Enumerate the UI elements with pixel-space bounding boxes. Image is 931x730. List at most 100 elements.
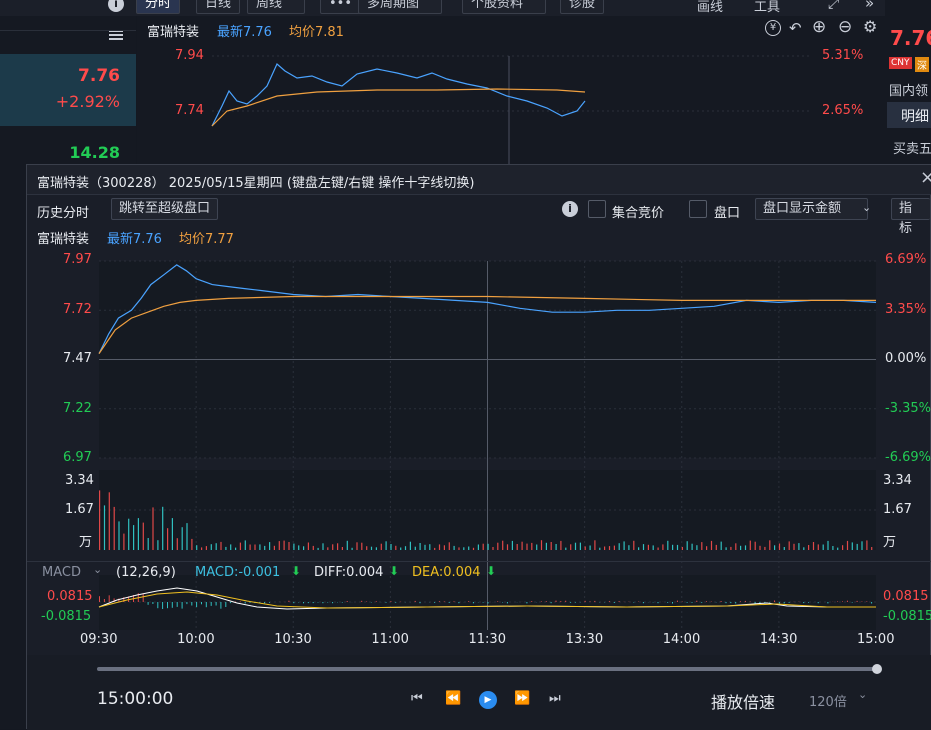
close-icon[interactable]: × <box>920 167 931 188</box>
tab-weekly[interactable]: 周线 <box>247 0 305 14</box>
volume-bar <box>692 544 693 550</box>
more-button[interactable]: ••• <box>320 0 361 14</box>
macd-bar <box>502 602 503 603</box>
fullscreen-icon[interactable]: ⤢ <box>828 0 839 12</box>
macd-bar <box>808 602 809 603</box>
volume-bar <box>274 546 275 550</box>
volume-bar <box>803 547 804 550</box>
skip-to-start-icon[interactable]: ⏮ <box>411 691 423 706</box>
pankou-amount-select[interactable]: 盘口显示金额 <box>755 198 868 220</box>
volume-bar <box>798 543 799 550</box>
volume-bar <box>764 547 765 550</box>
macd-bar <box>172 602 173 608</box>
play-icon[interactable]: ▶ <box>479 691 497 709</box>
volume-bar <box>827 541 828 550</box>
exchange-tag: 深 <box>915 57 929 72</box>
auction-checkbox[interactable] <box>588 200 606 218</box>
tools-button[interactable]: 工具 <box>754 0 780 15</box>
macd-bar <box>318 602 319 603</box>
draw-line-button[interactable]: 画线 <box>697 0 723 15</box>
tab-daily[interactable]: 日线 <box>196 0 240 14</box>
playback-bar: 15:00:00 ⏮ ⏪ ▶ ⏩ ⏭ 播放倍速 120倍 ⌄ <box>27 655 931 730</box>
volume-bar <box>740 546 741 550</box>
volume-bar <box>211 544 212 550</box>
left-change-pct: +2.92% <box>56 92 120 111</box>
volume-bar <box>109 492 110 550</box>
tab-bid-ask[interactable]: 买卖五 <box>893 138 931 157</box>
volume-bar <box>594 540 595 550</box>
macd-bar <box>488 602 489 604</box>
diagnose-button[interactable]: 诊股 <box>560 0 604 14</box>
volume-bar <box>250 545 251 551</box>
pankou-checkbox[interactable] <box>689 200 707 218</box>
macd-bar <box>590 601 591 602</box>
step-forward-icon[interactable]: ⏩ <box>514 691 530 706</box>
info-icon[interactable]: i <box>108 0 124 12</box>
volume-bar <box>837 548 838 550</box>
macd-bar <box>250 602 251 603</box>
volume-bar <box>560 541 561 550</box>
playback-handle[interactable] <box>872 664 882 674</box>
volume-bar <box>643 544 644 550</box>
timeshare-chart[interactable] <box>27 245 931 650</box>
expand-right-icon[interactable]: » <box>865 0 874 12</box>
jump-super-pankou-button[interactable]: 跳转至超级盘口 <box>111 198 218 220</box>
macd-bar <box>818 602 819 603</box>
volume-bar <box>400 548 401 551</box>
time-tick: 15:00 <box>857 632 894 647</box>
info-icon[interactable]: i <box>562 201 578 217</box>
indicator-button[interactable]: 指标 <box>891 198 930 220</box>
volume-bar <box>590 546 591 551</box>
macd-upper: 0.0815 <box>883 589 929 604</box>
volume-bar <box>172 518 173 550</box>
tab-detail[interactable]: 明细 <box>887 102 931 128</box>
volume-bar <box>701 542 702 550</box>
domestic-label: 国内领 <box>889 80 928 99</box>
auction-label: 集合竞价 <box>612 202 664 221</box>
volume-bar <box>308 543 309 551</box>
tab-fenshi[interactable]: 分时 <box>136 0 180 14</box>
macd-select[interactable]: MACD <box>42 565 81 580</box>
playback-track[interactable] <box>97 667 877 671</box>
price-tick: 7.97 <box>63 252 92 267</box>
history-timeshare-dialog: 富瑞特装（300228） 2025/05/15星期四 (键盘左键/右键 操作十字… <box>26 164 931 729</box>
volume-bar <box>745 545 746 550</box>
volume-bar <box>575 543 576 550</box>
macd-bar <box>755 602 756 604</box>
volume-bar <box>439 544 440 550</box>
volume-bar <box>177 538 178 550</box>
down-arrow-icon: ⬇ <box>389 564 399 578</box>
macd-bar <box>701 602 702 603</box>
volume-bar <box>735 543 736 550</box>
selected-stock-cell[interactable]: 7.76 +2.92% <box>0 54 136 126</box>
volume-bar <box>565 548 566 550</box>
macd-bar <box>152 602 153 604</box>
macd-bar <box>327 602 328 603</box>
macd-bar <box>206 602 207 607</box>
macd-bar <box>293 602 294 603</box>
macd-bar <box>857 601 858 602</box>
macd-bar <box>434 602 435 603</box>
macd-bar <box>288 601 289 602</box>
skip-to-end-icon[interactable]: ⏭ <box>549 691 561 706</box>
volume-bar <box>633 541 634 550</box>
volume-bar <box>488 544 489 550</box>
volume-bar <box>779 544 780 551</box>
volume-bar <box>279 541 280 550</box>
step-back-icon[interactable]: ⏪ <box>445 691 461 706</box>
volume-bar <box>847 541 848 550</box>
volume-bar <box>531 543 532 550</box>
macd-bar <box>313 602 314 603</box>
macd-bar <box>774 601 775 603</box>
macd-bar <box>225 602 226 607</box>
volume-bar <box>667 541 668 550</box>
pct-tick: 0.00% <box>885 351 926 366</box>
stock-info-button[interactable]: 个股资料 <box>462 0 546 14</box>
playback-speed-select[interactable]: 120倍 <box>809 691 847 710</box>
macd-bar <box>201 602 202 604</box>
volume-bar <box>813 542 814 550</box>
multi-period-button[interactable]: 多周期图 <box>358 0 442 14</box>
dialog-title: 富瑞特装（300228） 2025/05/15星期四 (键盘左键/右键 操作十字… <box>37 172 474 191</box>
volume-bar <box>128 519 129 550</box>
volume-bar <box>541 540 542 550</box>
